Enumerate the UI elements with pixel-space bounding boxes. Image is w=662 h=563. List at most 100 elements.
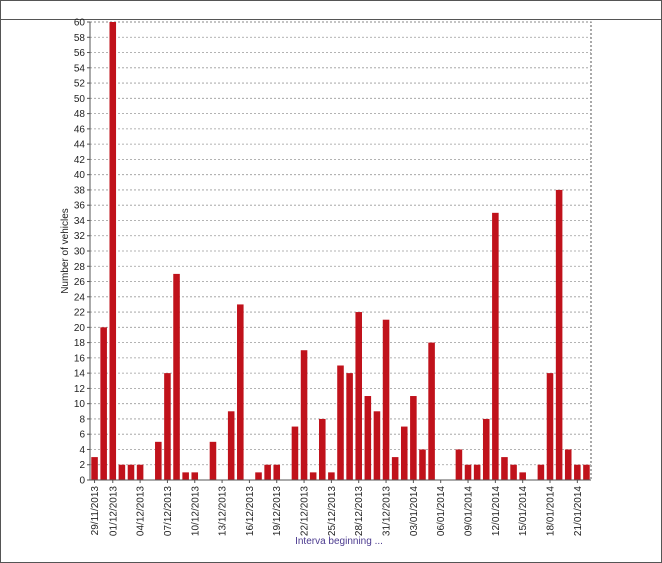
y-tick-label: 36 [74, 201, 86, 212]
bar [255, 472, 262, 480]
bar [346, 373, 353, 480]
header-divider [1, 19, 661, 20]
y-tick-label: 38 [74, 185, 86, 196]
bar [291, 426, 299, 480]
bar [309, 472, 317, 480]
y-tick-label: 42 [74, 155, 86, 166]
bar [564, 449, 572, 480]
bar [237, 304, 244, 480]
bar [464, 464, 472, 480]
bar [273, 464, 281, 480]
bar [373, 411, 381, 480]
bar [328, 472, 335, 480]
bar [537, 464, 545, 480]
y-tick-label: 16 [74, 353, 86, 364]
bar [382, 319, 390, 480]
x-tick-label: 01/12/2013 [108, 486, 119, 536]
bar [118, 464, 126, 480]
x-tick-label: 07/12/2013 [163, 486, 174, 536]
y-tick-label: 18 [74, 338, 86, 349]
bar [191, 472, 199, 480]
bar [473, 464, 481, 480]
bar [109, 22, 117, 480]
bar [209, 441, 217, 480]
x-tick-label: 25/12/2013 [327, 486, 338, 536]
y-tick-label: 20 [74, 323, 86, 334]
bar [555, 189, 563, 480]
y-tick-label: 34 [74, 216, 86, 227]
y-tick-label: 54 [74, 63, 86, 74]
y-tick-label: 12 [74, 384, 86, 395]
bar [100, 327, 107, 480]
y-tick-label: 56 [74, 48, 86, 59]
bar [319, 418, 326, 480]
y-tick-label: 46 [74, 124, 86, 135]
x-axis-ticks: 29/11/2013 01/12/2013 04/12/2013 07/12/2013… [90, 480, 584, 536]
y-tick-label: 52 [74, 79, 86, 90]
x-tick-label: 19/12/2013 [272, 486, 283, 536]
y-tick-label: 48 [74, 109, 86, 120]
x-tick-label: 09/01/2014 [464, 486, 475, 536]
y-tick-label: 44 [74, 140, 86, 151]
y-tick-label: 40 [74, 170, 86, 181]
bar [264, 464, 271, 480]
x-tick-label: 15/01/2014 [518, 486, 529, 536]
x-tick-label: 21/01/2014 [573, 486, 584, 536]
bar [155, 441, 162, 480]
bar [574, 464, 581, 480]
bar [300, 350, 308, 480]
bar [391, 457, 399, 480]
y-tick-label: 60 [74, 18, 86, 29]
bar [136, 464, 144, 480]
y-tick-label: 26 [74, 277, 86, 288]
y-tick-label: 50 [74, 94, 86, 105]
bar [227, 411, 235, 480]
y-tick-label: 2 [79, 460, 85, 471]
x-tick-label: 04/12/2013 [136, 486, 147, 536]
bar [510, 464, 517, 480]
x-tick-label: 31/12/2013 [382, 486, 393, 536]
x-tick-label: 22/12/2013 [300, 486, 311, 536]
y-tick-label: 10 [74, 399, 86, 410]
x-tick-label: 10/12/2013 [190, 486, 201, 536]
y-axis-ticks: 0246810121416182022242628303234363840424… [74, 18, 90, 487]
y-tick-label: 58 [74, 33, 86, 44]
bar [519, 472, 526, 480]
bar [182, 472, 189, 480]
bars [91, 22, 590, 480]
bar [400, 426, 408, 480]
bar [482, 418, 490, 480]
y-tick-label: 6 [79, 430, 85, 441]
bar [419, 449, 426, 480]
y-tick-label: 22 [74, 308, 86, 319]
bar [364, 396, 372, 480]
x-tick-label: 13/12/2013 [218, 486, 229, 536]
bar [583, 464, 590, 480]
x-axis-title: Interva beginning ... [295, 536, 383, 547]
bar [91, 457, 98, 480]
y-tick-label: 28 [74, 262, 86, 273]
bar [455, 449, 463, 480]
bar [428, 342, 435, 480]
x-tick-label: 18/01/2014 [546, 486, 557, 536]
bar [492, 212, 499, 480]
bar [173, 273, 180, 480]
y-axis-title: Number of vehicles [60, 208, 71, 294]
bar [337, 365, 344, 480]
x-tick-label: 06/01/2014 [436, 486, 447, 536]
x-tick-label: 03/01/2014 [409, 486, 420, 536]
y-tick-label: 4 [79, 445, 85, 456]
bar [127, 464, 135, 480]
bar [410, 396, 417, 480]
bar [164, 373, 171, 480]
y-tick-label: 24 [74, 292, 86, 303]
bar [546, 373, 554, 480]
x-tick-label: 29/11/2013 [90, 486, 101, 536]
x-tick-label: 12/01/2014 [491, 486, 502, 536]
y-tick-label: 32 [74, 231, 86, 242]
bar [501, 457, 508, 480]
x-tick-label: 28/12/2013 [354, 486, 365, 536]
y-tick-label: 0 [79, 476, 85, 487]
